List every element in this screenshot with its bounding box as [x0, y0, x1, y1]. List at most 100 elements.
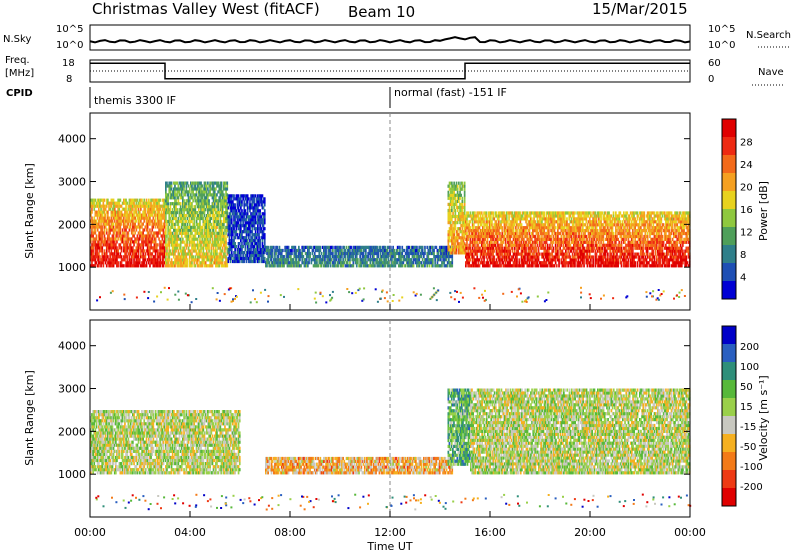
data-cell [177, 222, 180, 226]
data-cell [155, 222, 158, 226]
data-cell [242, 221, 244, 225]
data-cell [488, 249, 491, 253]
data-cell [365, 261, 367, 265]
data-cell [99, 219, 101, 223]
data-cell [96, 198, 99, 202]
data-cell [215, 237, 217, 241]
data-cell [276, 261, 279, 265]
data-cell [225, 211, 227, 215]
data-cell [419, 251, 422, 256]
data-cell [296, 255, 299, 259]
data-cell [305, 258, 308, 262]
data-cell [337, 251, 340, 256]
data-cell [186, 264, 189, 268]
data-cell [524, 243, 526, 247]
data-cell [455, 236, 458, 240]
data-cell [490, 220, 492, 224]
data-cell [371, 251, 374, 256]
data-cell [467, 258, 469, 262]
data-cell [103, 222, 106, 226]
data-cell [255, 248, 258, 252]
power-data [90, 181, 691, 304]
data-cell [140, 234, 142, 238]
data-cell [477, 211, 480, 215]
data-cell [268, 264, 271, 268]
data-cell [518, 217, 521, 221]
data-cell [168, 190, 171, 194]
data-cell [100, 243, 102, 247]
data-cell [94, 198, 97, 202]
data-cell [395, 261, 398, 265]
data-cell [463, 221, 466, 225]
data-cell [279, 248, 282, 253]
data-cell [175, 228, 177, 232]
data-cell [159, 219, 161, 223]
data-cell [179, 258, 182, 262]
data-cell [262, 251, 265, 255]
data-cell [257, 233, 259, 237]
data-cell [465, 229, 467, 233]
data-cell [492, 261, 494, 265]
data-cell [278, 251, 281, 256]
data-cell [510, 229, 513, 233]
data-cell [440, 255, 442, 259]
data-cell [145, 204, 148, 208]
data-cell [212, 193, 215, 197]
data-cell [212, 190, 215, 194]
data-cell [219, 246, 222, 250]
data-cell [148, 201, 150, 205]
data-cell [369, 261, 372, 265]
data-cell [252, 215, 255, 219]
data-cell [201, 252, 204, 256]
data-cell [350, 251, 352, 256]
data-cell [398, 245, 400, 249]
data-cell [521, 246, 524, 250]
data-cell [255, 253, 258, 258]
data-cell [169, 249, 172, 253]
data-cell [456, 227, 459, 231]
data-cell [166, 258, 168, 262]
data-cell [318, 258, 321, 262]
data-cell [330, 245, 333, 249]
data-cell [207, 219, 209, 224]
data-cell [465, 231, 467, 236]
data-cell [369, 251, 372, 256]
data-cell [150, 237, 152, 241]
data-cell [109, 243, 111, 247]
data-cell [113, 210, 116, 214]
data-cell [125, 261, 127, 265]
data-cell [253, 242, 256, 246]
data-cell [113, 207, 116, 211]
data-cell [461, 196, 464, 200]
data-cell [163, 213, 166, 217]
data-cell [109, 258, 111, 262]
data-cell [243, 256, 246, 261]
data-cell [190, 249, 192, 253]
data-cell [511, 231, 514, 236]
data-cell [484, 211, 486, 215]
data-cell [257, 224, 259, 228]
data-cell [310, 245, 313, 249]
data-cell [224, 237, 226, 241]
data-cell [355, 255, 358, 259]
data-cell [455, 202, 458, 206]
data-cell [451, 239, 453, 243]
data-cell [195, 249, 198, 253]
data-cell [210, 249, 213, 253]
data-cell [200, 225, 202, 229]
data-cell [141, 249, 143, 253]
data-cell [143, 213, 146, 217]
data-cell [154, 231, 157, 235]
data-cell [473, 234, 475, 239]
data-cell [435, 264, 438, 268]
data-cell [170, 187, 173, 191]
data-cell [135, 210, 138, 214]
data-cell [426, 251, 429, 256]
data-cell [194, 196, 197, 200]
data-cell [471, 231, 474, 236]
data-cell [253, 194, 256, 198]
data-cell [137, 216, 140, 220]
data-cell [451, 199, 453, 203]
data-cell [241, 236, 243, 240]
data-cell [477, 258, 480, 262]
